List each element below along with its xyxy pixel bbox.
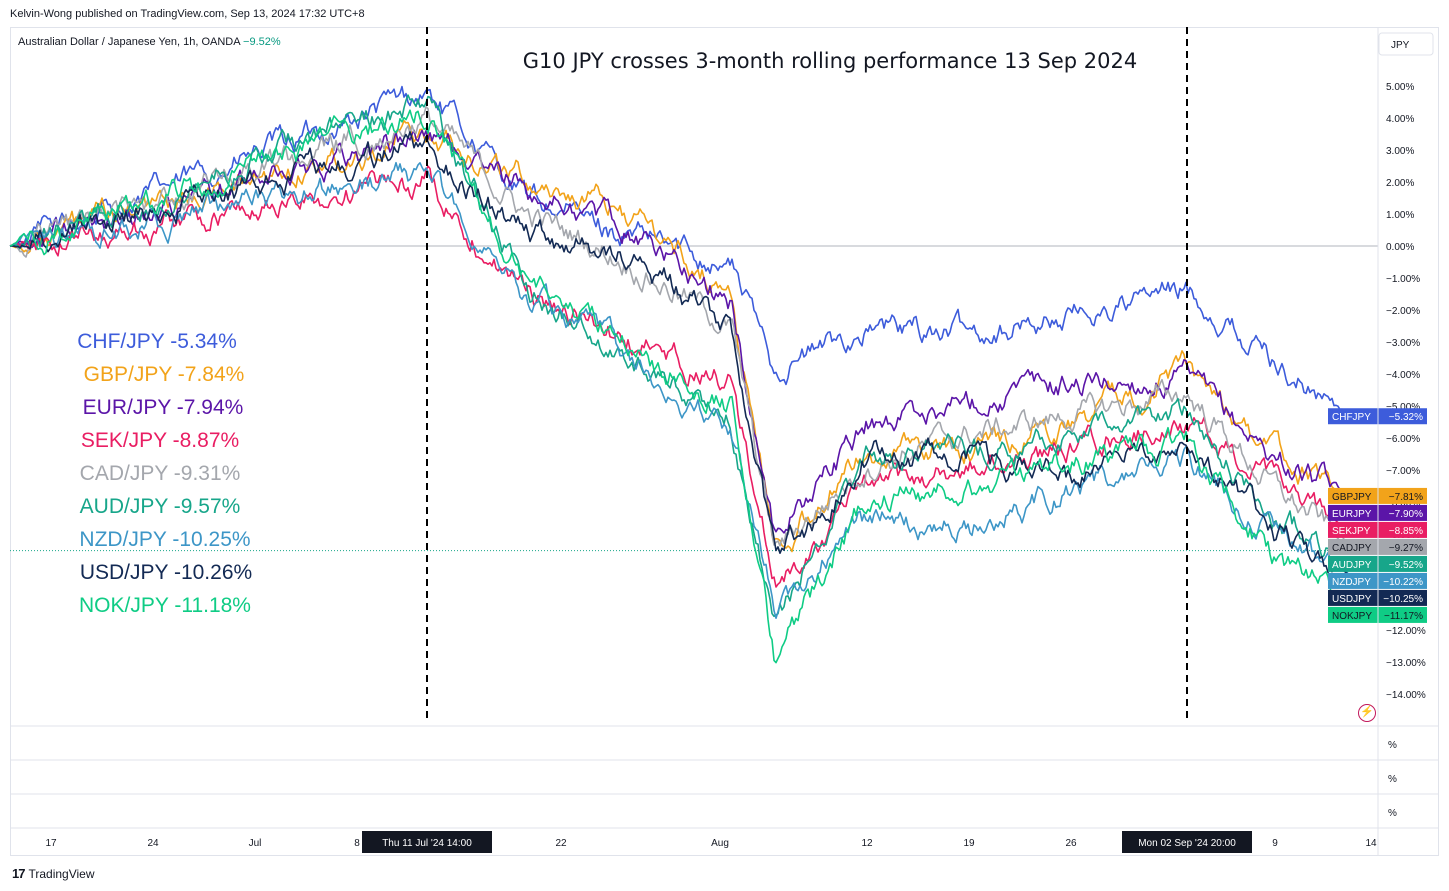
price-tick-label: 0.00%: [1386, 242, 1414, 253]
price-tick-label: 4.00%: [1386, 114, 1414, 125]
currency-badge-box[interactable]: [1378, 32, 1434, 56]
series-layer: [9, 85, 1349, 664]
series-line-audjpy[interactable]: [9, 94, 1349, 618]
value-tag-value: −10.25%: [1383, 594, 1423, 605]
time-tick-label: 17: [45, 838, 57, 849]
value-tag-symbol: NOKJPY: [1332, 611, 1372, 622]
series-line-nokjpy[interactable]: [9, 109, 1349, 664]
chart-title: G10 JPY crosses 3-month rolling performa…: [523, 49, 1137, 73]
tradingview-wordmark: TradingView: [28, 866, 95, 881]
time-tick-label: 22: [555, 838, 567, 849]
value-tag-symbol: EURJPY: [1332, 509, 1372, 520]
value-tag-symbol: SEKJPY: [1332, 526, 1371, 537]
value-tag-value: −7.81%: [1389, 492, 1423, 503]
pane-3-unit: %: [1388, 808, 1397, 819]
price-tick-label: −14.00%: [1386, 690, 1426, 701]
price-tick-label: 1.00%: [1386, 210, 1414, 221]
value-tag-symbol: USDJPY: [1332, 594, 1372, 605]
lightning-icon[interactable]: ⚡: [1358, 704, 1376, 722]
legend-item-gbpjpy: GBP/JPY -7.84%: [83, 363, 245, 386]
price-tick-label: −12.00%: [1386, 626, 1426, 637]
legend-item-nokjpy: NOK/JPY -11.18%: [79, 594, 251, 617]
value-tag-symbol: NZDJPY: [1332, 577, 1371, 588]
price-tick-label: 5.00%: [1386, 82, 1414, 93]
legend-item-nzdjpy: NZD/JPY -10.25%: [79, 528, 251, 551]
value-tag-value: −10.22%: [1383, 577, 1423, 588]
performance-legend: CHF/JPY -5.34% GBP/JPY -7.84% EUR/JPY -7.9…: [60, 325, 276, 622]
tradingview-brand[interactable]: 17 TradingView: [12, 866, 95, 881]
published-caption: Kelvin-Wong published on TradingView.com…: [10, 8, 365, 20]
price-tick-label: −13.00%: [1386, 658, 1426, 669]
value-tag-symbol: CHFJPY: [1332, 412, 1371, 423]
value-tag-value: −9.52%: [1389, 560, 1423, 571]
legend-item-sekjpy: SEK/JPY -8.87%: [80, 429, 240, 452]
legend-item-usdjpy: USD/JPY -10.26%: [79, 561, 253, 584]
value-tag-value: −8.85%: [1389, 526, 1423, 537]
price-tick-label: −7.00%: [1386, 466, 1420, 477]
time-tick-label: Jul: [249, 838, 262, 849]
grid-layer: [10, 245, 1378, 552]
value-tag-symbol: GBPJPY: [1332, 492, 1372, 503]
symbol-change: −9.52%: [243, 36, 281, 48]
time-tick-label: 19: [963, 838, 975, 849]
price-tick-label: −5.00%: [1386, 402, 1420, 413]
currency-badge[interactable]: JPY: [1391, 40, 1410, 51]
pane-2-unit: %: [1388, 774, 1397, 785]
legend-item-chfjpy: CHF/JPY -5.34%: [77, 330, 237, 353]
series-line-chfjpy[interactable]: [9, 85, 1349, 417]
event-marker-label: Thu 11 Jul '24 14:00: [382, 838, 472, 849]
chart-frame: [10, 27, 1439, 856]
time-tick-label: Aug: [711, 838, 729, 849]
time-tick-label: 9: [1272, 838, 1278, 849]
time-axis: 17 24 Jul 8 22 Aug 12 19 26 9 14: [45, 838, 1377, 849]
legend-item-eurjpy: EUR/JPY -7.94%: [82, 396, 244, 419]
price-tick-label: 3.00%: [1386, 146, 1414, 157]
value-tag-symbol: CADJPY: [1332, 543, 1372, 554]
series-line-usdjpy[interactable]: [10, 131, 1349, 575]
pane-1-unit: %: [1388, 740, 1397, 751]
price-tick-label: −6.00%: [1386, 434, 1420, 445]
price-tick-label: −2.00%: [1386, 306, 1420, 317]
tradingview-logo-icon: 17: [12, 866, 26, 881]
value-tag-value: −11.17%: [1384, 611, 1423, 622]
marker-layer: Thu 11 Jul '24 14:00 Mon 02 Sep '24 20:00: [362, 27, 1252, 853]
series-line-nzdjpy[interactable]: [9, 161, 1349, 619]
time-tick-label: 26: [1065, 838, 1077, 849]
time-tick-label: 8: [354, 838, 360, 849]
symbol-info[interactable]: Australian Dollar / Japanese Yen, 1h, OA…: [18, 36, 281, 48]
symbol-name: Australian Dollar / Japanese Yen, 1h, OA…: [18, 36, 240, 48]
time-tick-label: 24: [147, 838, 159, 849]
event-marker-bubble: [362, 831, 492, 853]
event-marker-bubble: [1122, 831, 1252, 853]
legend-item-cadjpy: CAD/JPY -9.31%: [79, 462, 241, 485]
legend-item-audjpy: AUD/JPY -9.57%: [79, 495, 241, 518]
event-marker-label: Mon 02 Sep '24 20:00: [1138, 838, 1236, 849]
value-tag-value: −9.27%: [1389, 543, 1423, 554]
price-tick-label: −3.00%: [1386, 338, 1420, 349]
value-tag-symbol: AUDJPY: [1332, 560, 1372, 571]
time-tick-label: 12: [861, 838, 873, 849]
time-tick-label: 14: [1365, 838, 1377, 849]
value-tag-value: −7.90%: [1389, 509, 1423, 520]
price-tick-label: −1.00%: [1386, 274, 1420, 285]
price-tick-label: −4.00%: [1386, 370, 1420, 381]
price-tick-label: 2.00%: [1386, 178, 1414, 189]
value-tag-value: −5.32%: [1389, 412, 1423, 423]
